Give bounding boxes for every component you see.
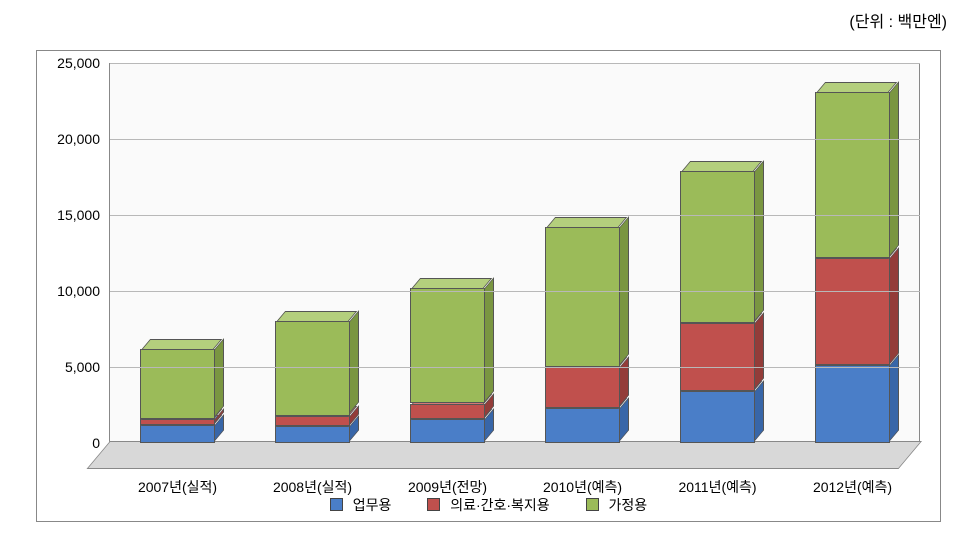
y-tick-label: 5,000	[65, 359, 110, 375]
legend-item-home: 가정용	[586, 495, 648, 515]
bar-segment-business	[410, 419, 484, 443]
bar-segment-business	[545, 408, 619, 443]
bar-segment-medical	[275, 416, 349, 427]
legend-label-business: 업무용	[353, 497, 392, 513]
bar-segment-medical	[140, 419, 214, 425]
chart-container: (단위 : 백만엔) 2007년(실적) 2008년(실적) 2009년(전망) 20…	[0, 0, 975, 559]
bar-segment-business	[275, 426, 349, 443]
unit-label: (단위 : 백만엔)	[849, 8, 947, 32]
y-tick-label: 10,000	[57, 283, 110, 299]
bar-segment-medical	[680, 323, 754, 391]
legend-item-medical: 의료·간호·복지용	[427, 495, 549, 515]
x-tick-label: 2012년(예측)	[813, 477, 892, 497]
x-tick-label: 2008년(실적)	[273, 477, 352, 497]
bar-segment-home	[275, 321, 349, 415]
x-tick-label: 2010년(예측)	[543, 477, 622, 497]
chart-panel: 2007년(실적) 2008년(실적) 2009년(전망) 2010년(예측) 2011…	[36, 50, 941, 522]
x-tick-label: 2009년(전망)	[408, 477, 487, 497]
y-tick-label: 0	[92, 435, 110, 451]
legend-label-home: 가정용	[608, 497, 647, 513]
grid-line	[110, 215, 920, 216]
bar-segment-home	[815, 92, 889, 258]
swatch-medical	[427, 498, 440, 511]
bar-segment-medical	[815, 258, 889, 366]
bar-segment-medical	[545, 367, 619, 408]
bar-segment-medical	[410, 404, 484, 419]
y-tick-label: 25,000	[57, 55, 110, 71]
swatch-business	[330, 498, 343, 511]
legend: 업무용 의료·간호·복지용 가정용	[37, 495, 940, 515]
floor	[87, 441, 922, 469]
x-tick-label: 2007년(실적)	[138, 477, 217, 497]
bar-segment-home	[680, 171, 754, 323]
legend-item-business: 업무용	[330, 495, 392, 515]
swatch-home	[586, 498, 599, 511]
grid-line	[110, 291, 920, 292]
y-tick-label: 15,000	[57, 207, 110, 223]
bar-segment-home	[140, 349, 214, 419]
x-tick-label: 2011년(예측)	[678, 477, 756, 497]
bars-layer: 2007년(실적)2008년(실적)2009년(전망)2010년(예측)2011…	[110, 63, 920, 443]
bar-segment-business	[140, 425, 214, 443]
grid-line	[110, 367, 920, 368]
bar-segment-home	[545, 227, 619, 367]
y-tick-label: 20,000	[57, 131, 110, 147]
plot-area: 2007년(실적)2008년(실적)2009년(전망)2010년(예측)2011…	[109, 63, 920, 443]
bar-segment-business	[815, 365, 889, 443]
grid-line	[110, 139, 920, 140]
legend-label-medical: 의료·간호·복지용	[450, 497, 549, 513]
bar-segment-business	[680, 391, 754, 443]
bar-segment-home	[410, 288, 484, 404]
grid-line	[110, 63, 920, 64]
